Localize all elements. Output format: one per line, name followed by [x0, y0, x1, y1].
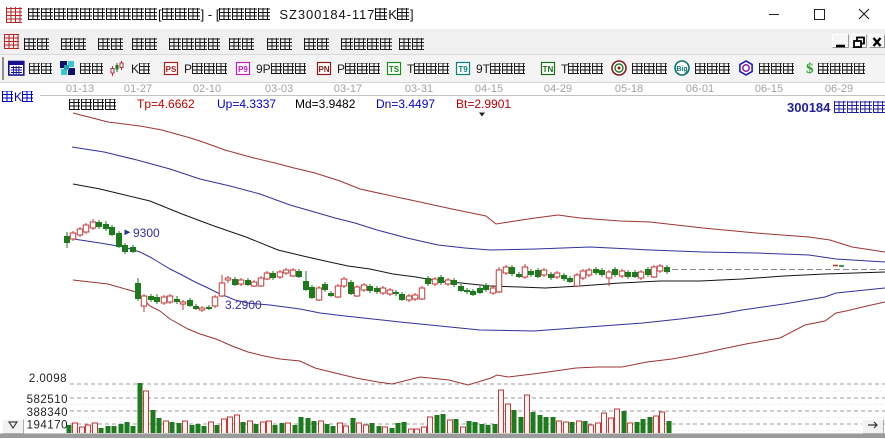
svg-text:388340: 388340 [27, 407, 68, 419]
svg-text:Md=3.9482: Md=3.9482 [295, 97, 356, 111]
svg-text:Bt=2.9901: Bt=2.9901 [456, 97, 511, 111]
svg-text:Up=4.3337: Up=4.3337 [217, 97, 276, 111]
svg-text:01-27: 01-27 [124, 83, 152, 95]
svg-text:PN: PN [318, 65, 329, 74]
svg-text:03-31: 03-31 [405, 83, 433, 95]
svg-text:2.0098: 2.0098 [29, 373, 67, 385]
svg-text:TS: TS [389, 65, 400, 74]
svg-text:PS: PS [166, 65, 177, 74]
svg-text:01-13: 01-13 [66, 83, 94, 95]
svg-text:03-17: 03-17 [334, 83, 362, 95]
svg-text:Dn=3.4497: Dn=3.4497 [376, 97, 435, 111]
svg-text:04-15: 04-15 [475, 83, 503, 95]
svg-text:T9: T9 [458, 65, 468, 74]
svg-text:03-03: 03-03 [265, 83, 293, 95]
svg-text:06-29: 06-29 [825, 83, 853, 95]
svg-text:02-10: 02-10 [193, 83, 221, 95]
svg-text:9300: 9300 [133, 226, 160, 240]
svg-text:194170: 194170 [27, 420, 68, 432]
svg-text:P9: P9 [238, 65, 248, 74]
svg-text:582510: 582510 [27, 394, 68, 406]
svg-text:06-01: 06-01 [686, 83, 714, 95]
svg-text:06-15: 06-15 [755, 83, 783, 95]
svg-text:TN: TN [543, 65, 554, 74]
svg-text:3.2900: 3.2900 [225, 298, 262, 312]
svg-text:05-18: 05-18 [615, 83, 643, 95]
svg-text:Big: Big [676, 66, 687, 73]
svg-text:04-29: 04-29 [544, 83, 572, 95]
svg-text:Tp=4.6662: Tp=4.6662 [137, 97, 195, 111]
